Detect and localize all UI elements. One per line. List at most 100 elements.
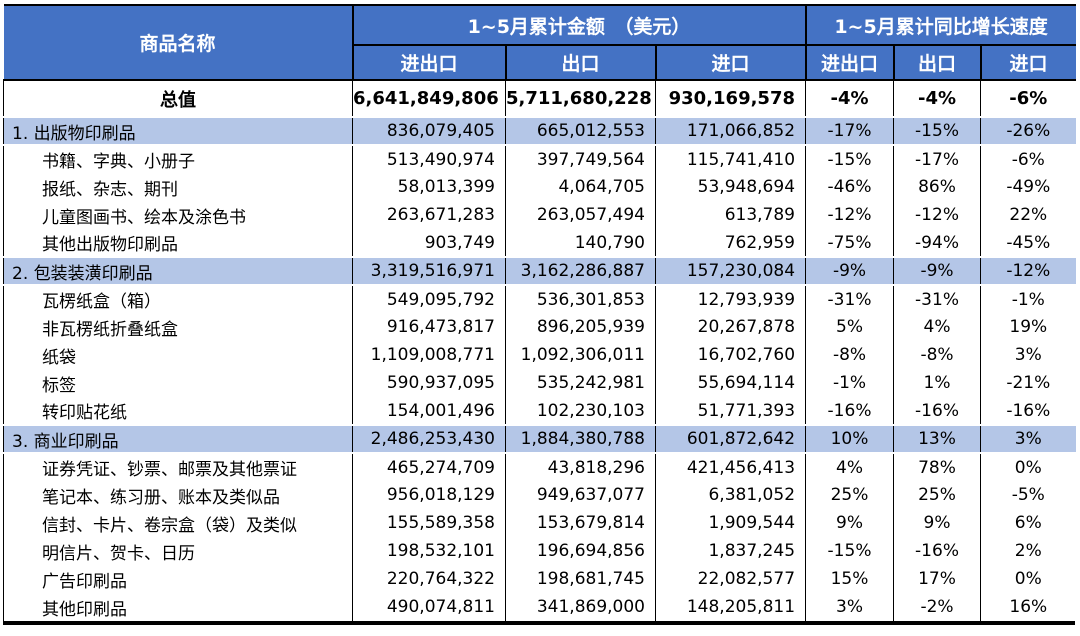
amount-value-cell: 51,771,393 bbox=[654, 397, 807, 425]
amount-value-cell: 155,589,358 bbox=[352, 509, 506, 537]
amount-value-cell: 55,694,114 bbox=[654, 369, 807, 397]
product-name-cell: 总值 bbox=[3, 80, 353, 117]
amount-value-cell: 263,671,283 bbox=[352, 201, 506, 229]
growth-value-cell: -15% bbox=[805, 537, 895, 565]
growth-value-cell: 17% bbox=[893, 565, 982, 593]
amount-value-cell: 198,681,745 bbox=[505, 565, 656, 593]
amount-value-cell: 6,641,849,806 bbox=[352, 80, 506, 117]
amount-value-cell: 154,001,496 bbox=[352, 397, 506, 425]
item-row: 明信片、贺卡、日历 198,532,101 196,694,856 1,837,245… bbox=[3, 537, 1076, 565]
col-header-growth-import: 进口 bbox=[979, 44, 1076, 81]
amount-value-cell: 153,679,814 bbox=[505, 509, 656, 537]
growth-value-cell: 19% bbox=[980, 313, 1076, 341]
amount-value-cell: 196,694,856 bbox=[505, 537, 656, 565]
growth-value-cell: -17% bbox=[893, 145, 982, 173]
growth-value-cell: -16% bbox=[805, 397, 895, 425]
amount-value-cell: 949,637,077 bbox=[505, 481, 656, 509]
growth-value-cell: 13% bbox=[893, 424, 982, 454]
item-row: 证券凭证、钞票、邮票及其他票证 465,274,709 43,818,296 421,… bbox=[3, 453, 1076, 481]
amount-value-cell: 490,074,811 bbox=[352, 593, 506, 621]
amount-value-cell: 157,230,084 bbox=[654, 256, 807, 286]
amount-value-cell: 263,057,494 bbox=[505, 201, 656, 229]
table-header: 商品名称 1~5月累计金额 （美元） 1~5月累计同比增长速度 进出口 出口 进… bbox=[3, 4, 1076, 81]
amount-value-cell: 903,749 bbox=[352, 229, 506, 257]
item-row: 笔记本、练习册、账本及类似品 956,018,129 949,637,077 6,38… bbox=[3, 481, 1076, 509]
amount-value-cell: 171,066,852 bbox=[654, 116, 807, 146]
product-name-cell: 3. 商业印刷品 bbox=[3, 424, 353, 454]
amount-value-cell: 513,490,974 bbox=[352, 145, 506, 173]
growth-value-cell: -16% bbox=[893, 397, 982, 425]
item-row: 信封、卡片、卷宗盒（袋）及类似 155,589,358 153,679,814 1,9… bbox=[3, 509, 1076, 537]
growth-value-cell: 9% bbox=[893, 509, 982, 537]
amount-value-cell: 53,948,694 bbox=[654, 173, 807, 201]
section-row: 2. 包装装潢印刷品 3,319,516,971 3,162,286,887 157,… bbox=[3, 256, 1076, 286]
growth-value-cell: 6% bbox=[980, 509, 1076, 537]
growth-value-cell: -16% bbox=[980, 397, 1076, 425]
growth-value-cell: -1% bbox=[980, 285, 1076, 313]
item-row: 其他印刷品 490,074,811 341,869,000 148,205,811 3%… bbox=[3, 593, 1076, 621]
amount-value-cell: 1,884,380,788 bbox=[505, 424, 656, 454]
total-row: 总值 6,641,849,806 5,711,680,228 930,169,578-… bbox=[3, 80, 1076, 117]
amount-value-cell: 3,162,286,887 bbox=[505, 256, 656, 286]
amount-value-cell: 549,095,792 bbox=[352, 285, 506, 313]
col-header-growth-total: 进出口 bbox=[804, 44, 895, 81]
growth-value-cell: -12% bbox=[805, 201, 895, 229]
col-header-amount-total: 进出口 bbox=[351, 44, 507, 81]
product-name-cell: 证券凭证、钞票、邮票及其他票证 bbox=[3, 453, 353, 481]
growth-value-cell: -15% bbox=[805, 145, 895, 173]
growth-value-cell: -75% bbox=[805, 229, 895, 257]
amount-value-cell: 465,274,709 bbox=[352, 453, 506, 481]
table-bottom-double-rule bbox=[3, 621, 1075, 625]
growth-value-cell: -12% bbox=[893, 201, 982, 229]
amount-value-cell: 613,789 bbox=[654, 201, 807, 229]
growth-value-cell: 2% bbox=[980, 537, 1076, 565]
growth-value-cell: 25% bbox=[893, 481, 982, 509]
col-group-amount: 1~5月累计金额 （美元） bbox=[351, 4, 807, 46]
growth-value-cell: 1% bbox=[893, 369, 982, 397]
product-name-cell: 报纸、杂志、期刊 bbox=[3, 173, 353, 201]
amount-value-cell: 58,013,399 bbox=[352, 173, 506, 201]
growth-value-cell: -6% bbox=[980, 80, 1076, 117]
growth-value-cell: -31% bbox=[893, 285, 982, 313]
amount-value-cell: 762,959 bbox=[654, 229, 807, 257]
growth-value-cell: -1% bbox=[805, 369, 895, 397]
growth-value-cell: 25% bbox=[805, 481, 895, 509]
data-table: 商品名称 1~5月累计金额 （美元） 1~5月累计同比增长速度 进出口 出口 进… bbox=[3, 4, 1076, 621]
growth-value-cell: -4% bbox=[805, 80, 895, 117]
amount-value-cell: 12,793,939 bbox=[654, 285, 807, 313]
amount-value-cell: 916,473,817 bbox=[352, 313, 506, 341]
col-header-growth-export: 出口 bbox=[892, 44, 982, 81]
growth-value-cell: 5% bbox=[805, 313, 895, 341]
growth-value-cell: 0% bbox=[980, 565, 1076, 593]
growth-value-cell: 78% bbox=[893, 453, 982, 481]
amount-value-cell: 1,837,245 bbox=[654, 537, 807, 565]
col-header-amount-export: 出口 bbox=[504, 44, 657, 81]
growth-value-cell: -12% bbox=[980, 256, 1076, 286]
amount-value-cell: 1,109,008,771 bbox=[352, 341, 506, 369]
amount-value-cell: 601,872,642 bbox=[654, 424, 807, 454]
amount-value-cell: 896,205,939 bbox=[505, 313, 656, 341]
product-name-cell: 1. 出版物印刷品 bbox=[3, 116, 353, 146]
product-name-cell: 笔记本、练习册、账本及类似品 bbox=[3, 481, 353, 509]
growth-value-cell: -49% bbox=[980, 173, 1076, 201]
col-header-amount-import: 进口 bbox=[654, 44, 807, 81]
amount-value-cell: 956,018,129 bbox=[352, 481, 506, 509]
growth-value-cell: -9% bbox=[893, 256, 982, 286]
amount-value-cell: 1,909,544 bbox=[654, 509, 807, 537]
product-name-cell: 儿童图画书、绘本及涂色书 bbox=[3, 201, 353, 229]
growth-value-cell: -46% bbox=[805, 173, 895, 201]
growth-value-cell: 4% bbox=[893, 313, 982, 341]
product-name-cell: 广告印刷品 bbox=[3, 565, 353, 593]
item-row: 广告印刷品 220,764,322 198,681,745 22,082,577 15%… bbox=[3, 565, 1076, 593]
growth-value-cell: 4% bbox=[805, 453, 895, 481]
col-group-growth: 1~5月累计同比增长速度 bbox=[804, 4, 1076, 46]
growth-value-cell: 15% bbox=[805, 565, 895, 593]
growth-value-cell: 3% bbox=[980, 341, 1076, 369]
product-name-cell: 转印贴花纸 bbox=[3, 397, 353, 425]
item-row: 瓦楞纸盒（箱） 549,095,792 536,301,853 12,793,939-… bbox=[3, 285, 1076, 313]
amount-value-cell: 20,267,878 bbox=[654, 313, 807, 341]
product-name-cell: 2. 包装装潢印刷品 bbox=[3, 256, 353, 286]
amount-value-cell: 140,790 bbox=[505, 229, 656, 257]
amount-value-cell: 198,532,101 bbox=[352, 537, 506, 565]
growth-value-cell: -8% bbox=[893, 341, 982, 369]
